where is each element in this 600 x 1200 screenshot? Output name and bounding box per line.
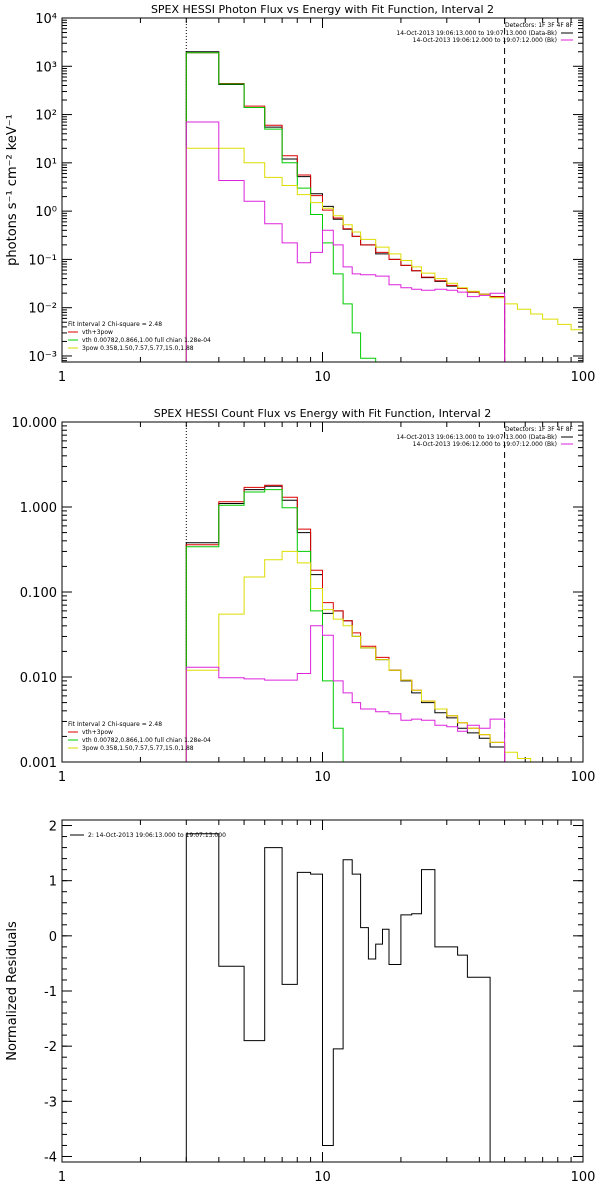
x-tick-label: 10 xyxy=(314,770,331,785)
chart-3: 1 10 100 -4 -3 -2 -1 0 1 2 Normalized Residuals 2: … xyxy=(5,819,596,1185)
y-tick-label: -2 xyxy=(44,1040,57,1055)
x-tick-label: 100 xyxy=(571,1170,596,1185)
y-axis-label: Normalized Residuals xyxy=(5,921,20,1061)
x-tick-label: 1 xyxy=(58,1170,66,1185)
y-tick-label: -1 xyxy=(44,985,57,1000)
detectors-label: Detectors: 1F 3F 4F 8F xyxy=(505,426,574,433)
y-tick-label: 10⁴ xyxy=(35,12,57,27)
y-tick-label: 10⁻³ xyxy=(28,350,57,365)
y-tick-label: 10⁻² xyxy=(28,302,57,317)
y-tick-label: 10.000 xyxy=(12,416,58,431)
fit-legend-label: 3pow 0.358,1.50,7.57,5.77,15.0,1.88 xyxy=(82,745,194,752)
plot-area xyxy=(185,833,491,1162)
y-tick-label: 0 xyxy=(49,930,57,945)
info-right-line: 14-Oct-2013 19:06:12.000 to 19:07:12.000… xyxy=(413,37,557,44)
residual-legend-label: 2: 14-Oct-2013 19:06:13.000 to 19:07:13.… xyxy=(88,832,226,839)
info-right-line: 14-Oct-2013 19:06:13.000 to 19:07:13.000… xyxy=(396,434,557,441)
fit-legend-label: vth 0.00782,0.866,1.00 full chian 1.28e-… xyxy=(82,337,211,344)
series-line-1 xyxy=(185,52,506,362)
series-line-3 xyxy=(185,550,532,762)
plot-frame xyxy=(61,17,584,363)
fit-legend-label: vth+3pow xyxy=(82,329,113,336)
series-line-4 xyxy=(185,625,506,762)
series-line-2 xyxy=(185,52,377,362)
y-tick-label: 2 xyxy=(49,820,57,835)
series-line-2 xyxy=(185,489,344,762)
fit-legend-label: vth+3pow xyxy=(82,729,113,736)
y-tick-label: 1.000 xyxy=(20,501,57,516)
plot-area xyxy=(185,484,532,762)
fit-legend-label: 3pow 0.358,1.50,7.57,5.77,15.0,1.88 xyxy=(82,345,194,352)
fit-legend-label: vth 0.00782,0.866,1.00 full chian 1.28e-… xyxy=(82,737,211,744)
info-right-line: 14-Oct-2013 19:06:13.000 to 19:07:13.000… xyxy=(396,30,557,37)
y-tick-label: 0.001 xyxy=(20,756,57,771)
chart-title: SPEX HESSI Count Flux vs Energy with Fit… xyxy=(154,407,491,420)
y-tick-label: -4 xyxy=(44,1150,57,1165)
y-tick-label: 10¹ xyxy=(35,157,57,172)
x-tick-label: 10 xyxy=(314,370,331,385)
y-tick-label: 10⁰ xyxy=(35,205,57,220)
fit-info-title: Fit Interval 2 Chi-square = 2.48 xyxy=(68,721,162,728)
chart-2: SPEX HESSI Count Flux vs Energy with Fit… xyxy=(12,407,596,785)
y-tick-label: -3 xyxy=(44,1095,57,1110)
y-tick-label: 0.100 xyxy=(20,586,57,601)
plot-area xyxy=(185,51,583,362)
y-tick-label: 0.010 xyxy=(20,671,57,686)
series-line-3 xyxy=(185,147,583,362)
series-line-4 xyxy=(185,121,506,362)
y-tick-label: 10³ xyxy=(35,60,57,75)
x-tick-label: 1 xyxy=(58,770,66,785)
x-tick-label: 10 xyxy=(314,1170,331,1185)
series-line-0 xyxy=(185,833,491,1162)
plot-frame xyxy=(61,819,584,1163)
plot-frame xyxy=(61,421,584,763)
info-right-line: 14-Oct-2013 19:06:12.000 to 19:07:12.000… xyxy=(413,441,557,448)
detectors-label: Detectors: 1F 3F 4F 8F xyxy=(505,22,574,29)
x-tick-label: 1 xyxy=(58,370,66,385)
chart-1: SPEX HESSI Photon Flux vs Energy with Fi… xyxy=(5,3,595,385)
y-tick-label: 10⁻¹ xyxy=(28,253,57,268)
y-tick-label: 1 xyxy=(49,875,57,890)
fit-info-title: Fit Interval 2 Chi-square = 2.48 xyxy=(68,321,162,328)
chart-title: SPEX HESSI Photon Flux vs Energy with Fi… xyxy=(151,3,494,16)
x-tick-label: 100 xyxy=(571,770,596,785)
y-axis-label: photons s⁻¹ cm⁻² keV⁻¹ xyxy=(5,114,20,266)
series-line-0 xyxy=(185,51,506,362)
y-tick-label: 10² xyxy=(35,109,57,124)
x-tick-label: 100 xyxy=(571,370,596,385)
